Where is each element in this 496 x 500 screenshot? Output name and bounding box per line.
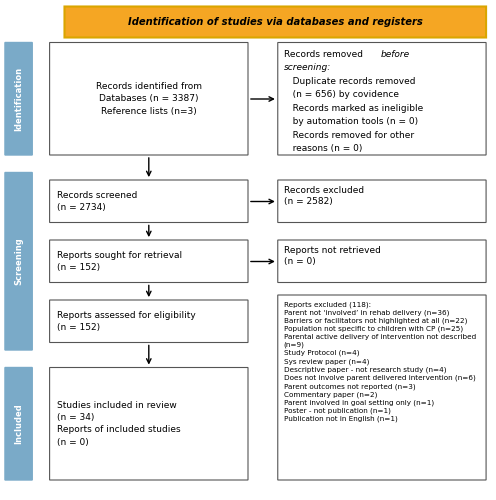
Text: Identification: Identification bbox=[14, 66, 23, 131]
Text: Studies included in review
(n = 34)
Reports of included studies
(n = 0): Studies included in review (n = 34) Repo… bbox=[57, 400, 181, 447]
Text: Included: Included bbox=[14, 404, 23, 444]
FancyBboxPatch shape bbox=[50, 180, 248, 222]
FancyBboxPatch shape bbox=[64, 6, 486, 38]
Text: Records removed for other: Records removed for other bbox=[284, 130, 414, 140]
FancyBboxPatch shape bbox=[50, 42, 248, 155]
Text: by automation tools (n = 0): by automation tools (n = 0) bbox=[284, 117, 418, 126]
Text: reasons (n = 0): reasons (n = 0) bbox=[284, 144, 362, 153]
FancyBboxPatch shape bbox=[278, 42, 486, 155]
Text: Records removed: Records removed bbox=[284, 50, 366, 58]
FancyBboxPatch shape bbox=[50, 300, 248, 343]
Text: Records excluded
(n = 2582): Records excluded (n = 2582) bbox=[284, 186, 364, 206]
Text: Reports assessed for eligibility
(n = 152): Reports assessed for eligibility (n = 15… bbox=[57, 310, 196, 332]
FancyBboxPatch shape bbox=[5, 42, 32, 155]
Text: Reports sought for retrieval
(n = 152): Reports sought for retrieval (n = 152) bbox=[57, 250, 182, 272]
FancyBboxPatch shape bbox=[50, 368, 248, 480]
Text: before: before bbox=[380, 50, 410, 58]
Text: screening:: screening: bbox=[284, 63, 331, 72]
Text: Screening: Screening bbox=[14, 238, 23, 285]
Text: Reports excluded (118):
Parent not ‘involved’ in rehab delivery (n=36)
Barriers : Reports excluded (118): Parent not ‘invo… bbox=[284, 301, 476, 422]
FancyBboxPatch shape bbox=[50, 240, 248, 282]
FancyBboxPatch shape bbox=[278, 295, 486, 480]
Text: (n = 656) by covidence: (n = 656) by covidence bbox=[284, 90, 399, 99]
Text: Reports not retrieved
(n = 0): Reports not retrieved (n = 0) bbox=[284, 246, 380, 266]
Text: Duplicate records removed: Duplicate records removed bbox=[284, 76, 415, 86]
FancyBboxPatch shape bbox=[5, 172, 32, 350]
Text: Identification of studies via databases and registers: Identification of studies via databases … bbox=[128, 17, 423, 27]
FancyBboxPatch shape bbox=[278, 180, 486, 222]
FancyBboxPatch shape bbox=[278, 240, 486, 282]
Text: Records screened
(n = 2734): Records screened (n = 2734) bbox=[57, 190, 137, 212]
FancyBboxPatch shape bbox=[5, 368, 32, 480]
Text: Records identified from
Databases (n = 3387)
Reference lists (n=3): Records identified from Databases (n = 3… bbox=[96, 82, 202, 116]
Text: Records marked as ineligible: Records marked as ineligible bbox=[284, 104, 423, 112]
